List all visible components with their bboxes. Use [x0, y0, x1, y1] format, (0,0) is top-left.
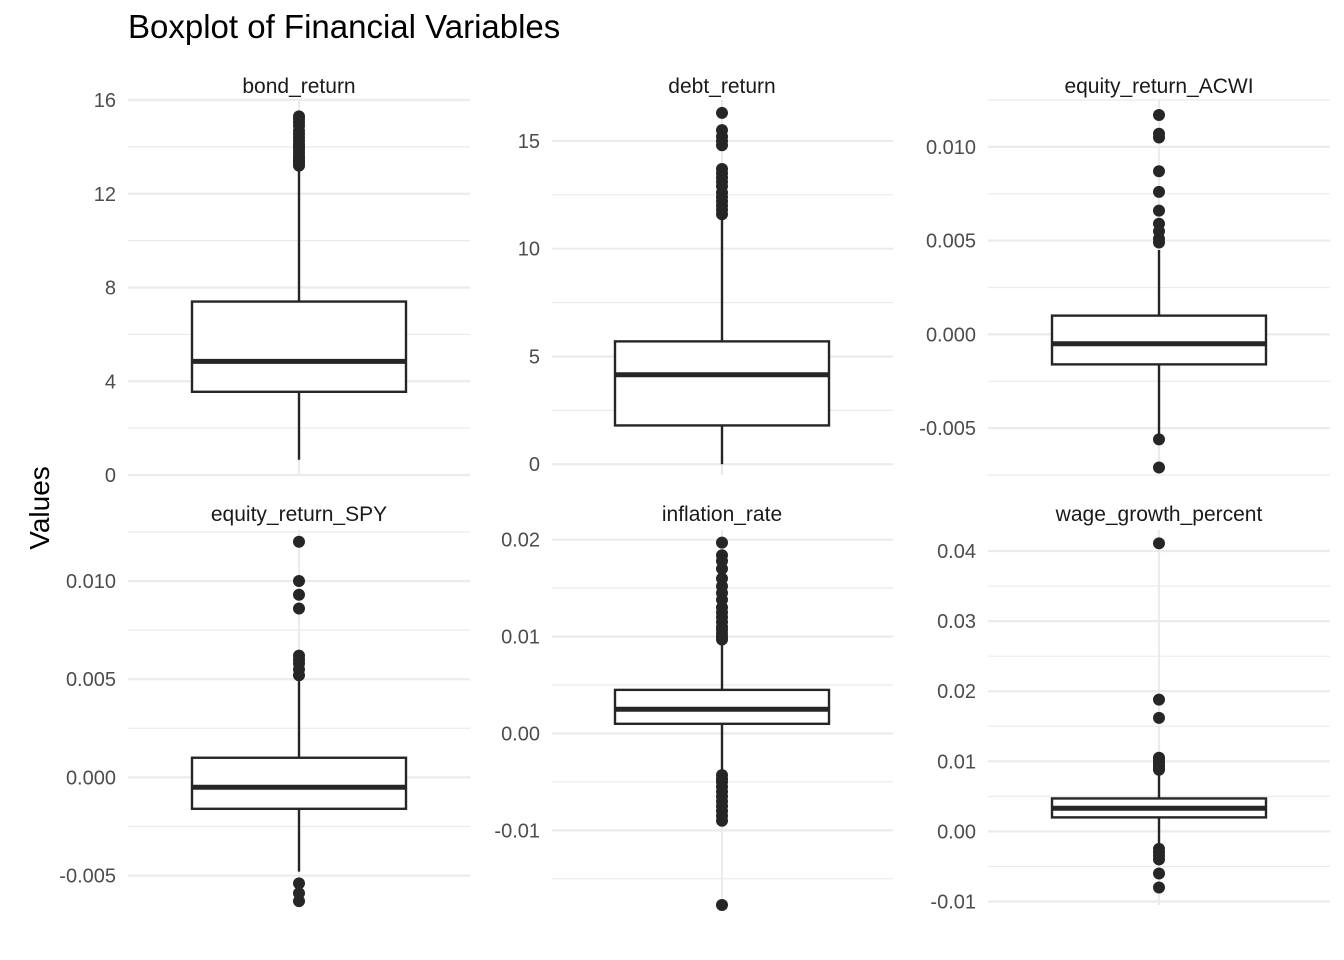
y-tick-label: -0.005 — [59, 866, 116, 888]
y-tick-label: 0.005 — [926, 231, 976, 253]
y-tick-label: 0.02 — [501, 530, 540, 552]
y-tick-label: -0.005 — [919, 418, 976, 440]
panel-title: bond_return — [242, 75, 355, 98]
y-tick-label: 0.03 — [937, 611, 976, 633]
outlier-point — [293, 535, 305, 548]
outlier-point — [293, 110, 305, 123]
outlier-point — [293, 575, 305, 588]
chart-title: Boxplot of Financial Variables — [128, 8, 561, 45]
y-tick-label: 0.02 — [937, 681, 976, 703]
outlier-point — [1153, 751, 1165, 764]
y-tick-label: 4 — [105, 371, 116, 393]
y-tick-label: 15 — [518, 131, 540, 153]
y-tick-label: 0.010 — [926, 137, 976, 159]
outlier-point — [1153, 881, 1165, 894]
outlier-point — [293, 649, 305, 662]
y-tick-label: 5 — [529, 346, 540, 368]
outlier-point — [293, 588, 305, 601]
y-tick-label: 16 — [94, 90, 116, 112]
outlier-point — [293, 887, 305, 900]
outlier-point — [293, 602, 305, 615]
outlier-point — [716, 549, 728, 562]
y-tick-label: 0.00 — [937, 821, 976, 843]
outlier-point — [716, 162, 728, 175]
iqr-box — [190, 756, 408, 810]
y-tick-label: 0.000 — [926, 324, 976, 346]
outlier-point — [1153, 109, 1165, 121]
outlier-point — [1153, 842, 1165, 855]
outlier-point — [1153, 165, 1165, 178]
outlier-point — [1153, 204, 1165, 217]
outlier-point — [1153, 217, 1165, 230]
outlier-point — [716, 106, 728, 119]
outlier-point — [1153, 693, 1165, 706]
outlier-point — [1153, 433, 1165, 446]
outlier-point — [716, 536, 728, 549]
panel-inflation_rate: -0.01 0.00 0.01 0.02 inflation_rate — [494, 503, 893, 911]
outlier-point — [1153, 537, 1165, 550]
outlier-point — [716, 899, 728, 911]
outlier-point — [716, 124, 728, 137]
iqr-box — [1050, 314, 1268, 366]
panel-title: debt_return — [668, 75, 775, 98]
y-tick-label: 12 — [94, 184, 116, 206]
outlier-point — [1153, 867, 1165, 880]
outlier-point — [716, 572, 728, 585]
panel-title: equity_return_SPY — [211, 503, 387, 526]
panel-title: equity_return_ACWI — [1064, 75, 1253, 98]
y-tick-label: 0.00 — [501, 723, 540, 745]
panel-title: wage_growth_percent — [1055, 503, 1263, 526]
iqr-box — [613, 340, 831, 427]
outlier-point — [293, 877, 305, 890]
iqr-box — [190, 300, 408, 393]
y-tick-label: 0.000 — [66, 767, 116, 789]
y-tick-label: 0.005 — [66, 669, 116, 691]
y-tick-label: 0.01 — [937, 751, 976, 773]
y-tick-label: 0.01 — [501, 627, 540, 649]
y-tick-label: -0.01 — [930, 891, 976, 913]
y-tick-label: 8 — [105, 278, 116, 300]
panel-debt_return: 0 5 10 15 debt_return — [518, 75, 893, 476]
panel-equity_return_SPY: -0.005 0.000 0.005 0.010 equity_return_SPY — [59, 503, 470, 908]
panel-title: inflation_rate — [662, 503, 782, 526]
outlier-point — [1153, 461, 1165, 474]
outlier-point — [716, 769, 728, 782]
y-tick-label: 0 — [529, 454, 540, 476]
y-tick-label: 0.010 — [66, 571, 116, 593]
outlier-point — [1153, 185, 1165, 198]
y-tick-label: -0.01 — [494, 820, 540, 842]
y-tick-label: 0.04 — [937, 541, 976, 563]
outlier-point — [1153, 711, 1165, 724]
panel-equity_return_ACWI: -0.005 0.000 0.005 0.010 equity_return_ACWI — [919, 75, 1330, 476]
outlier-point — [1153, 127, 1165, 140]
panel-bond_return: 0 4 8 12 16 bond_return — [94, 75, 470, 487]
y-tick-label: 0 — [105, 465, 116, 487]
panel-wage_growth_percent: -0.01 0.00 0.01 0.02 0.03 0.04 wage_growth_per… — [930, 503, 1330, 913]
y-tick-label: 10 — [518, 239, 540, 261]
